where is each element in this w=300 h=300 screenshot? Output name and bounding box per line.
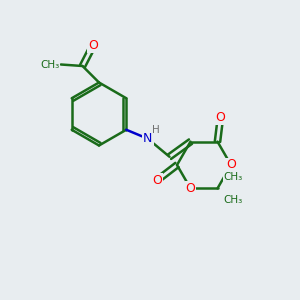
Text: O: O bbox=[153, 173, 162, 187]
Text: O: O bbox=[88, 39, 98, 52]
Text: O: O bbox=[226, 158, 236, 172]
Text: O: O bbox=[186, 182, 195, 195]
Text: H: H bbox=[152, 125, 160, 135]
Text: CH₃: CH₃ bbox=[223, 195, 242, 205]
Text: CH₃: CH₃ bbox=[223, 172, 242, 182]
Text: O: O bbox=[216, 110, 225, 124]
Text: N: N bbox=[143, 132, 153, 145]
Text: CH₃: CH₃ bbox=[40, 59, 59, 70]
